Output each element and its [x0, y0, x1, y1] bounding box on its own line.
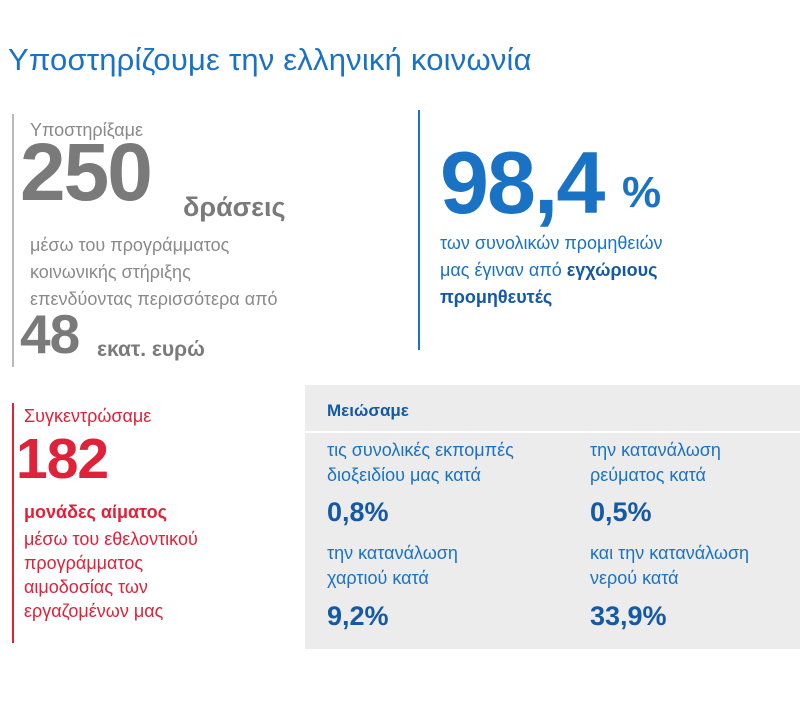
- suppliers-desc-emphasis: προμηθευτές: [440, 287, 553, 307]
- blood-intro: Συγκεντρώσαμε: [24, 406, 152, 426]
- suppliers-desc-emphasis: εγχώριους: [566, 260, 658, 280]
- reduction-label-paper: την κατανάλωση χαρτιού κατά: [327, 541, 458, 591]
- reduction-value-emissions: 0,8%: [327, 497, 389, 527]
- blood-desc-line: αιμοδοσίας των: [24, 577, 148, 597]
- reduction-label-electricity: την κατανάλωση ρεύματος κατά: [590, 438, 721, 488]
- blood-desc-line: εργαζομένων μας: [24, 601, 164, 621]
- blood-number: 182: [16, 427, 109, 491]
- suppliers-percent-sign: %: [622, 168, 662, 217]
- support-amount-unit: εκατ. ευρώ: [97, 338, 205, 361]
- reduction-label-line: διοξειδίου μας κατά: [327, 465, 481, 485]
- reduction-label-line: και την κατανάλωση: [590, 543, 750, 563]
- reduction-value-water: 33,9%: [590, 601, 667, 631]
- page-title: Υποστηρίζουμε την ελληνική κοινωνία: [8, 42, 532, 77]
- reductions-heading: Μειώσαμε: [327, 401, 409, 420]
- reductions-divider: [305, 431, 800, 433]
- suppliers-accent-bar: [418, 110, 420, 350]
- blood-desc-line: προγράμματος: [24, 553, 144, 573]
- support-desc-line: επενδύοντας περισσότερα από: [30, 289, 278, 309]
- reductions-panel: [305, 385, 800, 649]
- reduction-label-line: χαρτιού κατά: [327, 568, 429, 588]
- blood-unit: μονάδες αίματος: [24, 502, 167, 522]
- support-number: 250: [20, 127, 153, 218]
- reduction-value-electricity: 0,5%: [590, 497, 652, 527]
- support-desc-line: κοινωνικής στήριξης: [30, 262, 191, 282]
- support-amount: 48: [20, 303, 80, 365]
- blood-desc-line: μέσω του εθελοντικού: [24, 529, 198, 549]
- reduction-label-emissions: τις συνολικές εκπομπές διοξειδίου μας κα…: [327, 438, 514, 488]
- support-description: μέσω του προγράμματος κοινωνικής στήριξη…: [30, 232, 278, 313]
- suppliers-desc-line: των συνολικών προμηθειών: [440, 233, 663, 253]
- suppliers-desc-plain: μας έγιναν από: [440, 260, 567, 280]
- reduction-label-line: νερού κατά: [590, 568, 679, 588]
- blood-description: μέσω του εθελοντικού προγράμματος αιμοδο…: [24, 527, 198, 623]
- suppliers-desc-line: μας έγιναν από εγχώριους: [440, 257, 663, 284]
- reduction-label-line: την κατανάλωση: [590, 440, 721, 460]
- blood-accent-bar: [12, 403, 14, 643]
- support-accent-bar: [12, 114, 14, 367]
- suppliers-number: 98,4: [440, 133, 605, 232]
- suppliers-description: των συνολικών προμηθειών μας έγιναν από …: [440, 230, 663, 311]
- reduction-label-line: τις συνολικές εκπομπές: [327, 440, 514, 460]
- reduction-label-line: ρεύματος κατά: [590, 465, 706, 485]
- reduction-label-water: και την κατανάλωση νερού κατά: [590, 541, 749, 591]
- support-unit: δράσεις: [183, 192, 286, 222]
- suppliers-desc-line: προμηθευτές: [440, 284, 663, 311]
- reduction-value-paper: 9,2%: [327, 601, 389, 631]
- reduction-label-line: την κατανάλωση: [327, 543, 458, 563]
- support-desc-line: μέσω του προγράμματος: [30, 235, 230, 255]
- support-intro: Υποστηρίξαμε: [30, 120, 144, 140]
